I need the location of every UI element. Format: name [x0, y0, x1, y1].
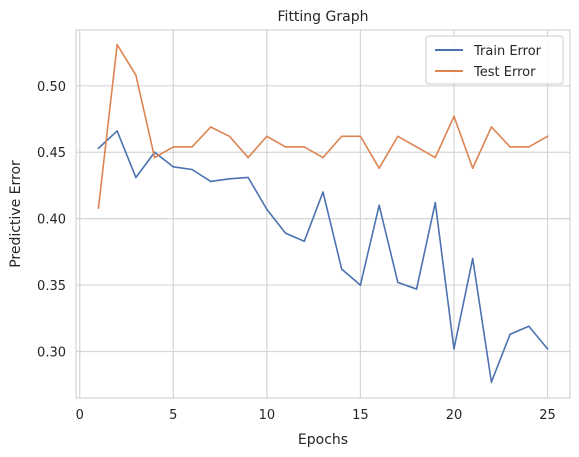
data-point-test-error [97, 207, 100, 209]
y-tick-label: 0.30 [37, 346, 66, 361]
y-tick-label: 0.45 [37, 146, 66, 161]
x-tick-label: 0 [76, 408, 84, 423]
legend: Train Error Test Error [425, 35, 564, 85]
data-point-train-error [266, 208, 268, 211]
data-point-test-error [509, 146, 511, 148]
x-tick-label: 25 [539, 408, 556, 423]
data-point-train-error [397, 281, 399, 284]
data-point-train-error [490, 381, 493, 383]
data-point-train-error [322, 191, 324, 193]
data-point-train-error [303, 240, 306, 243]
data-point-train-error [228, 177, 231, 180]
data-point-train-error [116, 130, 118, 132]
data-point-test-error [116, 43, 118, 46]
data-point-test-error [266, 135, 268, 138]
data-point-test-error [546, 135, 549, 138]
data-point-train-error [172, 166, 175, 168]
data-point-train-error [247, 176, 249, 179]
data-point-test-error [378, 167, 380, 169]
chart-title: Fitting Graph [278, 9, 369, 25]
series-layer [97, 43, 549, 383]
data-point-test-error [528, 146, 530, 148]
x-tick-label: 15 [352, 408, 369, 423]
y-tick-label: 0.40 [37, 213, 66, 228]
legend-label-test-error: Test Error [473, 65, 536, 80]
data-point-train-error [546, 348, 549, 350]
data-point-test-error [434, 156, 437, 159]
data-point-train-error [471, 257, 474, 260]
data-point-test-error [135, 74, 137, 76]
data-point-train-error [509, 333, 511, 336]
data-point-test-error [453, 115, 455, 118]
data-point-train-error [415, 288, 418, 290]
legend-label-train-error: Train Error [473, 44, 542, 59]
y-axis-label: Predictive Error [8, 160, 24, 268]
data-point-test-error [228, 135, 231, 138]
data-point-train-error [191, 168, 193, 171]
x-tick-label: 5 [169, 408, 177, 423]
data-point-test-error [415, 146, 418, 148]
plot-area-frame [75, 29, 571, 399]
data-point-test-error [209, 126, 212, 128]
data-point-test-error [490, 126, 493, 128]
x-axis-label: Epochs [298, 432, 348, 448]
data-point-train-error [434, 201, 437, 204]
data-point-train-error [135, 176, 137, 179]
data-point-train-error [359, 284, 362, 286]
data-point-test-error [397, 135, 399, 138]
data-point-train-error [378, 204, 380, 207]
data-point-train-error [528, 325, 530, 328]
data-point-test-error [340, 135, 343, 138]
data-point-train-error [209, 180, 212, 183]
data-point-test-error [359, 135, 362, 138]
data-point-test-error [247, 156, 249, 159]
y-tick-label: 0.50 [37, 80, 66, 95]
grid [76, 30, 570, 398]
tick-labels: 0 5 10 15 20 25 0.30 0.35 0.40 0.45 0.50 [37, 80, 556, 423]
data-point-test-error [322, 156, 324, 159]
data-point-train-error [284, 232, 287, 235]
x-tick-label: 10 [259, 408, 276, 423]
data-point-test-error [172, 146, 175, 148]
data-point-train-error [97, 147, 100, 150]
y-tick-label: 0.35 [37, 279, 66, 294]
data-point-test-error [191, 146, 193, 148]
data-point-train-error [340, 268, 343, 270]
data-point-test-error [303, 146, 306, 148]
data-point-train-error [453, 348, 455, 350]
data-point-test-error [153, 156, 156, 159]
data-point-test-error [284, 146, 287, 148]
data-point-test-error [471, 167, 474, 169]
x-tick-label: 20 [446, 408, 463, 423]
